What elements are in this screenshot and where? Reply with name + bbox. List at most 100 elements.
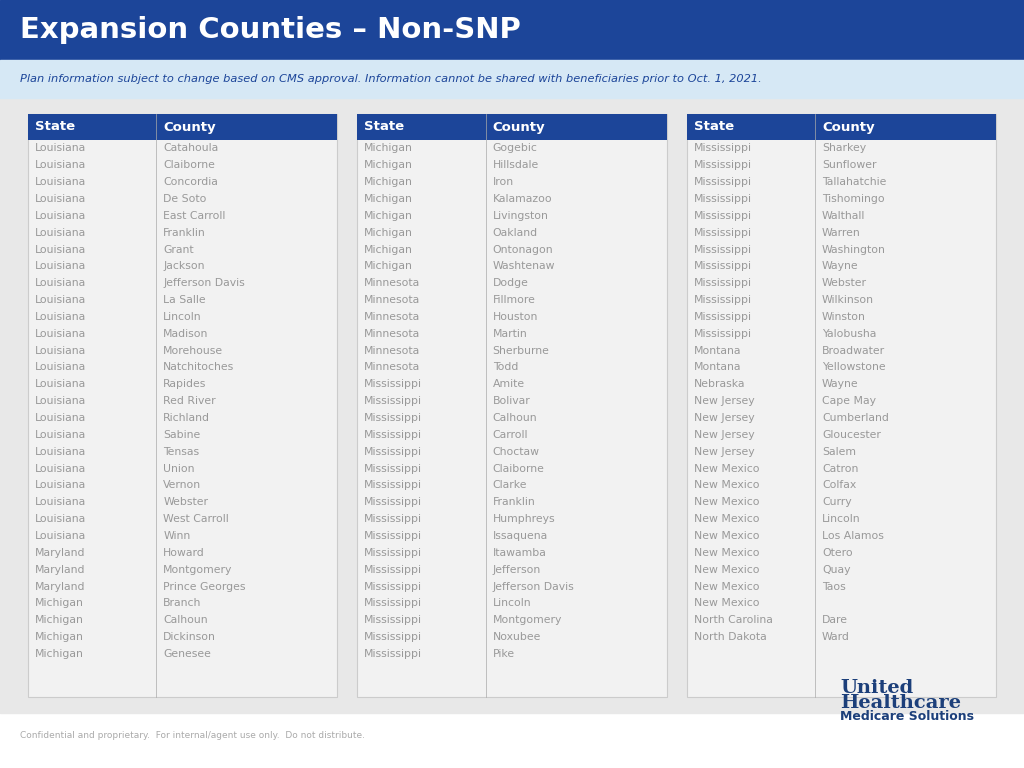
Text: Pike: Pike [493,649,515,659]
Text: West Carroll: West Carroll [164,514,229,524]
Text: Mississippi: Mississippi [365,464,422,474]
Text: Louisiana: Louisiana [35,379,86,389]
Text: Mississippi: Mississippi [365,581,422,591]
Text: Kalamazoo: Kalamazoo [493,194,552,204]
Text: Sherburne: Sherburne [493,346,550,356]
Text: Mississippi: Mississippi [693,261,752,271]
Text: Michigan: Michigan [365,261,414,271]
Text: Taos: Taos [822,581,846,591]
Text: Mississippi: Mississippi [365,514,422,524]
Text: Nebraska: Nebraska [693,379,745,389]
Text: New Jersey: New Jersey [693,413,755,423]
Text: Washington: Washington [822,244,886,254]
Text: Curry: Curry [822,497,852,508]
Text: Walthall: Walthall [822,211,865,221]
Bar [0,98,1024,713]
Text: Lincoln: Lincoln [493,598,531,608]
Text: Louisiana: Louisiana [35,329,86,339]
Text: Jackson: Jackson [164,261,205,271]
Text: Louisiana: Louisiana [35,362,86,372]
Text: Lincoln: Lincoln [164,312,202,322]
Bar [28,114,337,140]
Text: Minnesota: Minnesota [365,329,421,339]
Text: Mississippi: Mississippi [365,548,422,558]
Text: Catron: Catron [822,464,858,474]
Text: Wilkinson: Wilkinson [822,295,874,305]
Text: Noxubee: Noxubee [493,632,541,642]
Text: State: State [693,121,734,134]
Text: Sharkey: Sharkey [822,144,866,154]
Text: Michigan: Michigan [365,177,414,187]
Text: Iron: Iron [493,177,514,187]
Text: Humphreys: Humphreys [493,514,555,524]
Text: Michigan: Michigan [35,632,84,642]
Text: County: County [164,121,216,134]
Text: New Mexico: New Mexico [693,514,759,524]
Text: Michigan: Michigan [365,227,414,237]
Text: Minnesota: Minnesota [365,278,421,288]
Bar [0,0,1024,60]
Text: Louisiana: Louisiana [35,194,86,204]
Text: Morehouse: Morehouse [164,346,223,356]
Text: Mississippi: Mississippi [365,531,422,541]
Text: Louisiana: Louisiana [35,396,86,406]
Text: Louisiana: Louisiana [35,413,86,423]
Text: Minnesota: Minnesota [365,295,421,305]
Text: Mississippi: Mississippi [693,211,752,221]
Text: Minnesota: Minnesota [365,362,421,372]
Text: Louisiana: Louisiana [35,497,86,508]
Text: Catahoula: Catahoula [164,144,218,154]
Text: Richland: Richland [164,413,210,423]
Text: La Salle: La Salle [164,295,206,305]
Text: Yalobusha: Yalobusha [822,329,877,339]
Text: New Mexico: New Mexico [693,497,759,508]
Text: North Carolina: North Carolina [693,615,772,625]
Text: Michigan: Michigan [365,194,414,204]
Text: Colfax: Colfax [822,481,856,491]
Text: Madison: Madison [164,329,209,339]
Text: Cape May: Cape May [822,396,877,406]
Text: Mississippi: Mississippi [365,564,422,574]
Text: Natchitoches: Natchitoches [164,362,234,372]
Text: Houston: Houston [493,312,538,322]
Text: Mississippi: Mississippi [365,632,422,642]
Text: Louisiana: Louisiana [35,278,86,288]
Text: Livingston: Livingston [493,211,549,221]
Text: New Mexico: New Mexico [693,581,759,591]
Text: Mississippi: Mississippi [693,144,752,154]
Text: Mississippi: Mississippi [693,244,752,254]
Text: Louisiana: Louisiana [35,261,86,271]
Text: Issaquena: Issaquena [493,531,548,541]
Text: Michigan: Michigan [35,615,84,625]
Text: Dickinson: Dickinson [164,632,216,642]
Text: Webster: Webster [822,278,867,288]
Text: Louisiana: Louisiana [35,144,86,154]
Text: Choctaw: Choctaw [493,447,540,457]
Text: Louisiana: Louisiana [35,295,86,305]
Text: Louisiana: Louisiana [35,464,86,474]
Text: Fillmore: Fillmore [493,295,536,305]
Text: Ontonagon: Ontonagon [493,244,553,254]
Bar [0,60,1024,98]
Text: New Mexico: New Mexico [693,464,759,474]
Text: Mississippi: Mississippi [365,481,422,491]
Text: Franklin: Franklin [493,497,536,508]
Bar [357,114,667,697]
Text: Healthcare: Healthcare [840,694,961,712]
Text: Amite: Amite [493,379,525,389]
Text: Wayne: Wayne [822,261,859,271]
Text: Tallahatchie: Tallahatchie [822,177,887,187]
Text: Mississippi: Mississippi [693,161,752,170]
Text: Minnesota: Minnesota [365,346,421,356]
Text: Carroll: Carroll [493,430,528,440]
Text: Prince Georges: Prince Georges [164,581,246,591]
Text: Genesee: Genesee [164,649,211,659]
Text: Michigan: Michigan [365,211,414,221]
Text: Rapides: Rapides [164,379,207,389]
Text: Mississippi: Mississippi [693,295,752,305]
Text: Winston: Winston [822,312,866,322]
Text: Mississippi: Mississippi [365,598,422,608]
Text: Otero: Otero [822,548,853,558]
Text: Mississippi: Mississippi [693,312,752,322]
Text: United: United [840,679,913,697]
